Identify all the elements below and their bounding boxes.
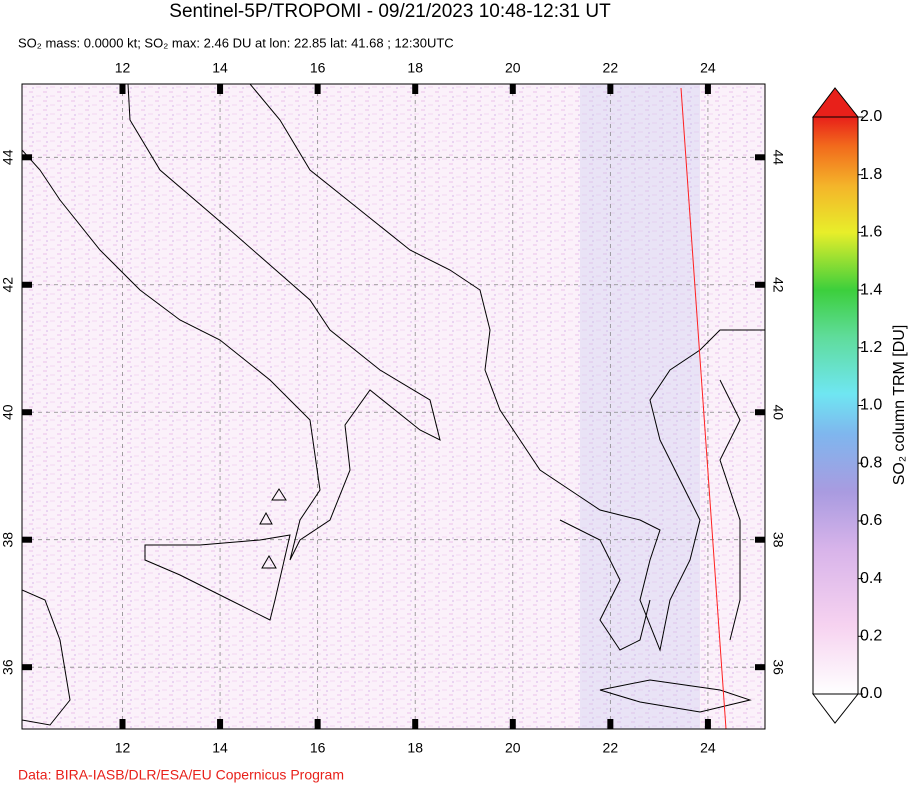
colorbar-tick-label: 1.2 [860,339,882,356]
coastline-balkans [249,84,765,652]
y-tick-mark [22,154,32,161]
title: Sentinel-5P/TROPOMI - 09/21/2023 10:48-1… [169,1,611,22]
x-tick-mark [217,719,224,729]
x-tick-label: 12 [115,740,131,756]
coastline-italy [22,84,441,561]
x-tick-mark [119,84,126,94]
colorbar-tick-label: 1.8 [860,166,882,183]
coastline-turkey [719,379,741,641]
y-tick-mark [22,536,32,543]
x-tick-label-top: 12 [115,60,131,76]
x-tick-mark [704,719,711,729]
y-tick-label: 42 [0,277,16,293]
colorbar-extend-low [811,693,860,724]
y-tick-mark [22,664,32,671]
subtitle: SO₂ mass: 0.0000 kt; SO₂ max: 2.46 DU at… [18,35,454,50]
retrieval-pixels [22,84,765,729]
orbit-edge [680,87,727,729]
y-tick-mark [755,281,765,288]
y-tick-mark [755,154,765,161]
x-tick-label-top: 16 [310,60,326,76]
swath-edge-noise [580,84,700,729]
y-tick-label: 38 [0,532,16,548]
x-tick-label: 16 [310,740,326,756]
x-tick-label-top: 14 [212,60,228,76]
y-tick-label-right: 38 [770,532,786,548]
coastline-sicily [144,534,291,621]
x-tick-label: 24 [700,740,716,756]
x-tick-mark [607,719,614,729]
y-tick-mark [22,281,32,288]
map-frame [21,83,766,730]
map-area [22,84,765,729]
colorbar [812,116,859,695]
colorbar-tick-label: 0.0 [860,685,882,702]
x-tick-mark [314,719,321,729]
coastline-sardinia [22,589,71,726]
x-tick-mark [509,719,516,729]
x-tick-label: 20 [505,740,521,756]
x-tick-mark [704,84,711,94]
y-tick-label-right: 44 [770,150,786,166]
colorbar-tick-label: 0.2 [860,628,882,645]
y-tick-label-right: 40 [770,404,786,420]
x-tick-label-top: 18 [407,60,423,76]
colorbar-tick-label: 2.0 [860,108,882,125]
x-tick-mark [412,719,419,729]
y-tick-label: 44 [0,149,16,165]
x-tick-label: 14 [212,740,228,756]
coastline-crete [599,679,752,713]
y-tick-mark [755,664,765,671]
y-tick-label-right: 42 [770,277,786,293]
credit: Data: BIRA-IASB/DLR/ESA/EU Copernicus Pr… [18,767,344,783]
x-tick-label-top: 22 [603,60,619,76]
x-tick-label-top: 24 [700,60,716,76]
x-tick-label: 18 [407,740,423,756]
x-tick-mark [509,84,516,94]
y-tick-mark [755,536,765,543]
y-tick-label: 40 [0,404,16,420]
colorbar-tick-label: 1.4 [860,281,882,298]
y-tick-label: 36 [0,659,16,675]
x-tick-mark [314,84,321,94]
x-tick-mark [217,84,224,94]
x-tick-mark [607,84,614,94]
colorbar-tick-label: 1.6 [860,224,882,241]
colorbar-tick-label: 0.8 [860,454,882,471]
x-tick-label-top: 20 [505,60,521,76]
x-tick-label: 22 [603,740,619,756]
colorbar-tick-label: 0.6 [860,512,882,529]
y-tick-mark [755,409,765,416]
colorbar-extend-high [811,87,860,118]
colorbar-tick-label: 1.0 [860,397,882,414]
volcano-markers [259,488,287,569]
x-tick-mark [119,719,126,729]
colorbar-tick-label: 0.4 [860,570,882,587]
x-tick-mark [412,84,419,94]
y-tick-label-right: 36 [770,659,786,675]
colorbar-label: SO₂ column TRM [DU] [891,325,908,486]
y-tick-mark [22,409,32,416]
coastline-peloponnese [559,519,651,651]
